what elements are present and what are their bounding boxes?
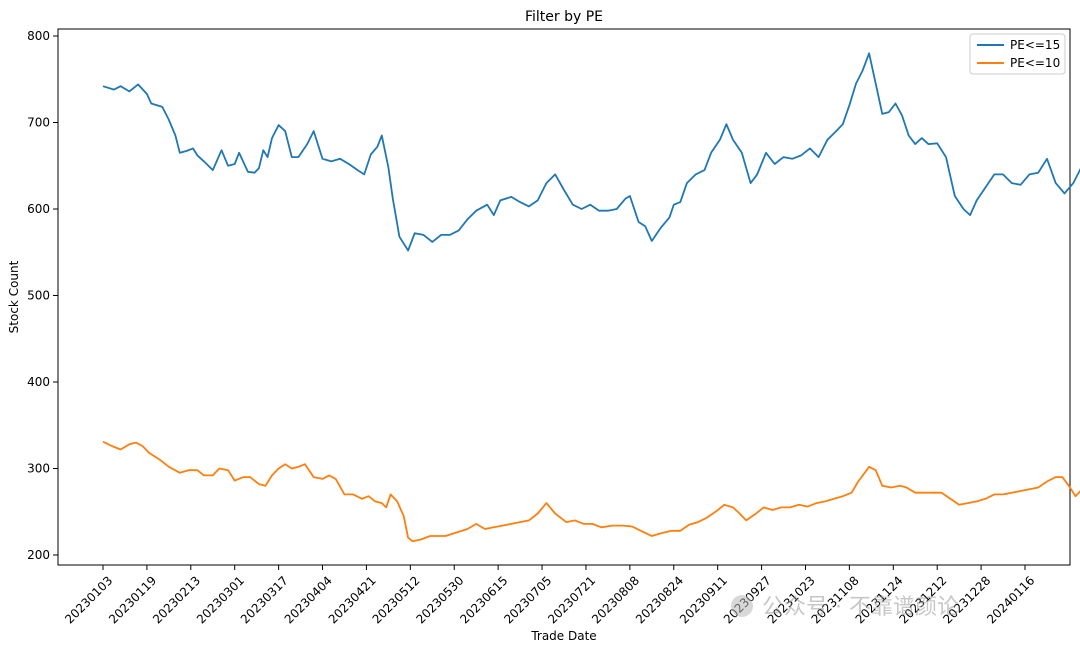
chart-title: Filter by PE [525, 9, 603, 25]
y-tick-label: 400 [27, 375, 50, 389]
series-layer [102, 52, 1080, 543]
y-tick-label: 500 [27, 289, 50, 303]
watermark: 公众号 · 不靠谱颜论 [731, 595, 959, 620]
y-tick-label: 600 [27, 202, 50, 216]
series-line-pe15 [102, 52, 1080, 252]
legend-label-pe15: PE<=15 [1010, 38, 1060, 52]
legend-label-pe10: PE<=10 [1010, 56, 1060, 70]
legend: PE<=15 PE<=10 [969, 33, 1066, 75]
y-tick-label: 800 [27, 29, 50, 43]
watermark-text: 公众号 · 不靠谱颜论 [762, 595, 959, 620]
series-line-pe10 [102, 440, 1080, 543]
axes-frame [57, 28, 1071, 566]
x-axis-label: Trade Date [530, 629, 596, 643]
y-axis: 200 300 400 500 600 700 800 [27, 29, 58, 562]
y-tick-label: 700 [27, 116, 50, 130]
wechat-icon [731, 595, 753, 617]
y-tick-label: 200 [27, 548, 50, 562]
y-tick-label: 300 [27, 462, 50, 476]
y-axis-label: Stock Count [7, 260, 21, 333]
